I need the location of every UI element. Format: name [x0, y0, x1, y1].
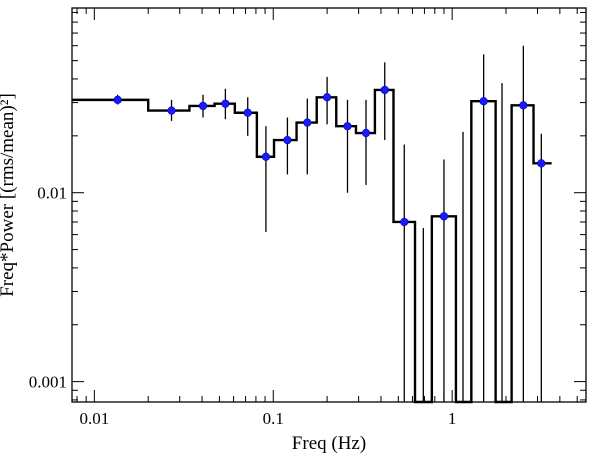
data-point	[479, 97, 488, 106]
data-point	[439, 212, 449, 221]
tick-labels: 0.01 0.1 1 0.01 0.001	[29, 184, 457, 428]
x-tick-label: 0.1	[263, 409, 284, 428]
data-point	[243, 108, 252, 117]
y-tick-label: 0.001	[29, 373, 67, 392]
data-point	[261, 152, 271, 161]
data-point	[343, 122, 352, 131]
data-point	[519, 101, 528, 110]
data-point	[113, 95, 122, 104]
x-tick-label: 1	[448, 409, 457, 428]
data-point	[167, 106, 176, 115]
data-point	[537, 159, 546, 168]
data-point	[400, 217, 409, 227]
data-point	[380, 85, 389, 95]
data-point	[303, 118, 312, 127]
axis-ticks	[72, 8, 586, 402]
y-axis-label: Freq*Power [(rms/mean)²]	[0, 93, 18, 297]
step-line	[72, 88, 552, 404]
data-point	[323, 93, 332, 102]
x-axis-label: Freq (Hz)	[292, 433, 366, 454]
step-histogram	[72, 88, 552, 404]
plot-frame	[71, 7, 587, 403]
x-tick-label: 0.01	[79, 409, 109, 428]
data-point	[198, 101, 208, 111]
data-points	[113, 85, 546, 227]
data-point	[283, 135, 292, 145]
y-tick-label: 0.01	[37, 184, 67, 203]
data-point	[221, 99, 230, 108]
data-point	[361, 128, 371, 138]
